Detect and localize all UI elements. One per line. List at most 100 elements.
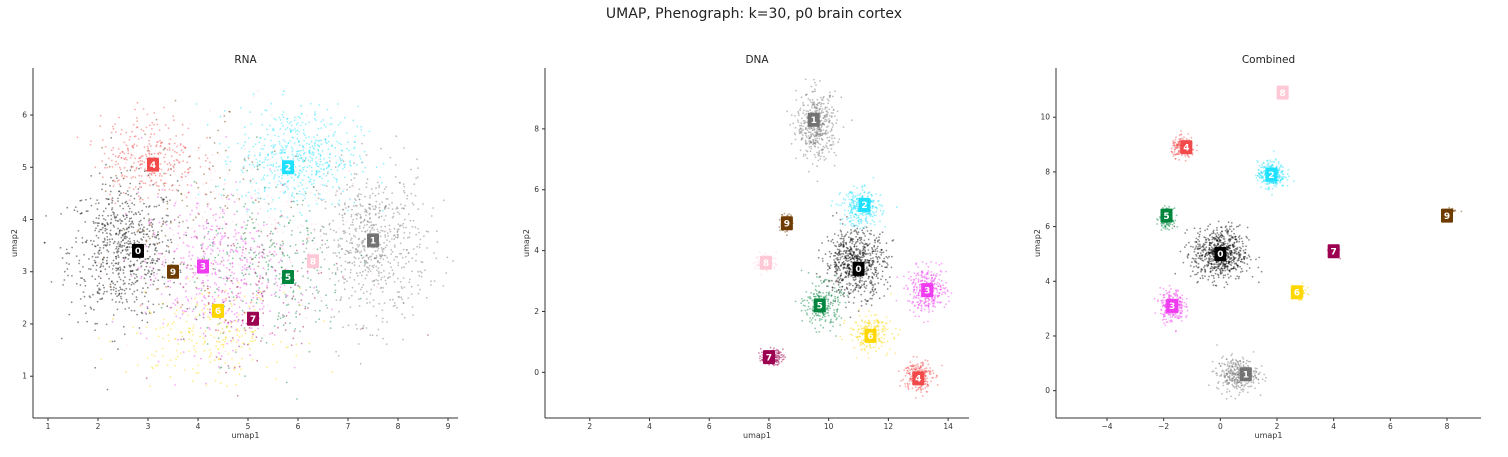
cluster-label-box [282, 269, 294, 284]
data-point-cluster-1 [365, 327, 368, 329]
data-point-cluster-0 [100, 252, 103, 254]
data-point-cluster-5 [316, 248, 319, 251]
data-point-cluster-8 [271, 201, 273, 204]
data-point-cluster-3 [271, 266, 274, 269]
data-point-cluster-0 [151, 261, 154, 264]
data-point-cluster-1 [360, 250, 363, 253]
data-point-cluster-8 [221, 197, 223, 199]
data-point-cluster-0 [92, 240, 95, 243]
data-point-cluster-3 [250, 197, 253, 200]
data-point-cluster-1 [801, 117, 803, 120]
data-point-cluster-1 [348, 251, 351, 254]
data-point-cluster-3 [203, 307, 206, 310]
data-point-cluster-0 [102, 284, 105, 287]
data-point-cluster-1 [315, 189, 318, 192]
data-point-cluster-0 [879, 251, 881, 254]
data-point-cluster-2 [277, 165, 280, 168]
data-point-cluster-0 [841, 223, 844, 225]
data-point-cluster-6 [193, 348, 196, 351]
data-point-cluster-9 [251, 161, 254, 164]
data-point-cluster-9 [249, 179, 252, 182]
data-point-cluster-1 [358, 237, 360, 240]
data-point-cluster-2 [250, 123, 253, 125]
data-point-cluster-0 [871, 289, 874, 292]
data-point-cluster-7 [261, 256, 264, 259]
data-point-cluster-5 [236, 210, 239, 213]
data-point-cluster-2 [295, 154, 298, 157]
data-point-cluster-1 [823, 146, 826, 149]
data-point-cluster-4 [140, 155, 143, 158]
data-point-cluster-0 [843, 288, 846, 291]
data-point-cluster-2 [297, 155, 300, 157]
data-point-cluster-3 [213, 259, 216, 262]
data-point-cluster-6 [148, 310, 151, 313]
data-point-cluster-4 [132, 146, 134, 149]
data-point-cluster-0 [838, 248, 841, 251]
data-point-cluster-7 [224, 232, 226, 235]
data-point-cluster-1 [399, 181, 401, 184]
data-point-cluster-0 [114, 292, 117, 295]
data-point-cluster-3 [236, 279, 239, 282]
data-point-cluster-2 [290, 129, 293, 132]
data-point-cluster-0 [119, 185, 122, 188]
data-point-cluster-0 [145, 265, 148, 268]
data-point-cluster-0 [157, 231, 160, 233]
data-point-cluster-9 [217, 129, 220, 132]
data-point-cluster-3 [160, 293, 163, 296]
data-point-cluster-3 [222, 301, 225, 303]
data-point-cluster-4 [135, 126, 138, 129]
data-point-cluster-0 [125, 214, 128, 217]
data-point-cluster-1 [818, 128, 820, 131]
data-point-cluster-1 [373, 223, 375, 226]
data-point-cluster-0 [62, 284, 64, 286]
data-point-cluster-1 [348, 261, 351, 264]
data-point-cluster-6 [235, 383, 238, 386]
data-point-cluster-2 [291, 150, 294, 153]
data-point-cluster-3 [193, 230, 196, 233]
data-point-cluster-1 [825, 157, 827, 160]
data-point-cluster-1 [374, 214, 377, 216]
data-point-cluster-0 [152, 283, 155, 286]
data-point-cluster-5 [295, 312, 297, 315]
data-point-cluster-5 [263, 256, 266, 259]
data-point-cluster-5 [292, 215, 295, 218]
data-point-cluster-6 [234, 348, 237, 351]
data-point-cluster-7 [221, 289, 224, 292]
data-point-cluster-3 [217, 286, 220, 289]
data-point-cluster-8 [282, 248, 285, 251]
data-point-cluster-2 [224, 178, 226, 181]
data-point-cluster-3 [217, 269, 220, 272]
data-point-cluster-3 [218, 269, 221, 271]
data-point-cluster-1 [342, 219, 344, 222]
data-point-cluster-7 [226, 278, 229, 280]
data-point-cluster-3 [244, 242, 247, 245]
data-point-cluster-5 [291, 297, 294, 300]
data-point-cluster-0 [865, 287, 867, 290]
data-point-cluster-0 [843, 263, 845, 266]
data-point-cluster-3 [185, 310, 188, 313]
data-point-cluster-0 [830, 252, 833, 255]
data-point-cluster-0 [850, 288, 852, 291]
data-point-cluster-1 [326, 307, 329, 309]
data-point-cluster-4 [144, 153, 147, 156]
data-point-cluster-0 [173, 281, 175, 284]
data-point-cluster-4 [153, 123, 155, 126]
data-point-cluster-0 [128, 217, 131, 220]
data-point-cluster-2 [284, 128, 287, 131]
data-point-cluster-1 [366, 266, 368, 269]
data-point-cluster-3 [139, 332, 142, 335]
cluster-label-box [197, 259, 209, 274]
data-point-cluster-3 [186, 266, 189, 269]
data-point-cluster-3 [229, 251, 232, 253]
data-point-cluster-0 [885, 266, 888, 269]
data-point-cluster-1 [394, 256, 397, 258]
data-point-cluster-0 [104, 219, 107, 221]
data-point-cluster-0 [50, 281, 53, 283]
data-point-cluster-1 [357, 212, 360, 215]
data-point-cluster-0 [851, 254, 854, 257]
data-point-cluster-1 [325, 246, 328, 249]
data-point-cluster-0 [144, 258, 147, 261]
data-point-cluster-0 [870, 281, 873, 283]
data-point-cluster-7 [240, 324, 243, 327]
data-point-cluster-4 [131, 145, 133, 147]
